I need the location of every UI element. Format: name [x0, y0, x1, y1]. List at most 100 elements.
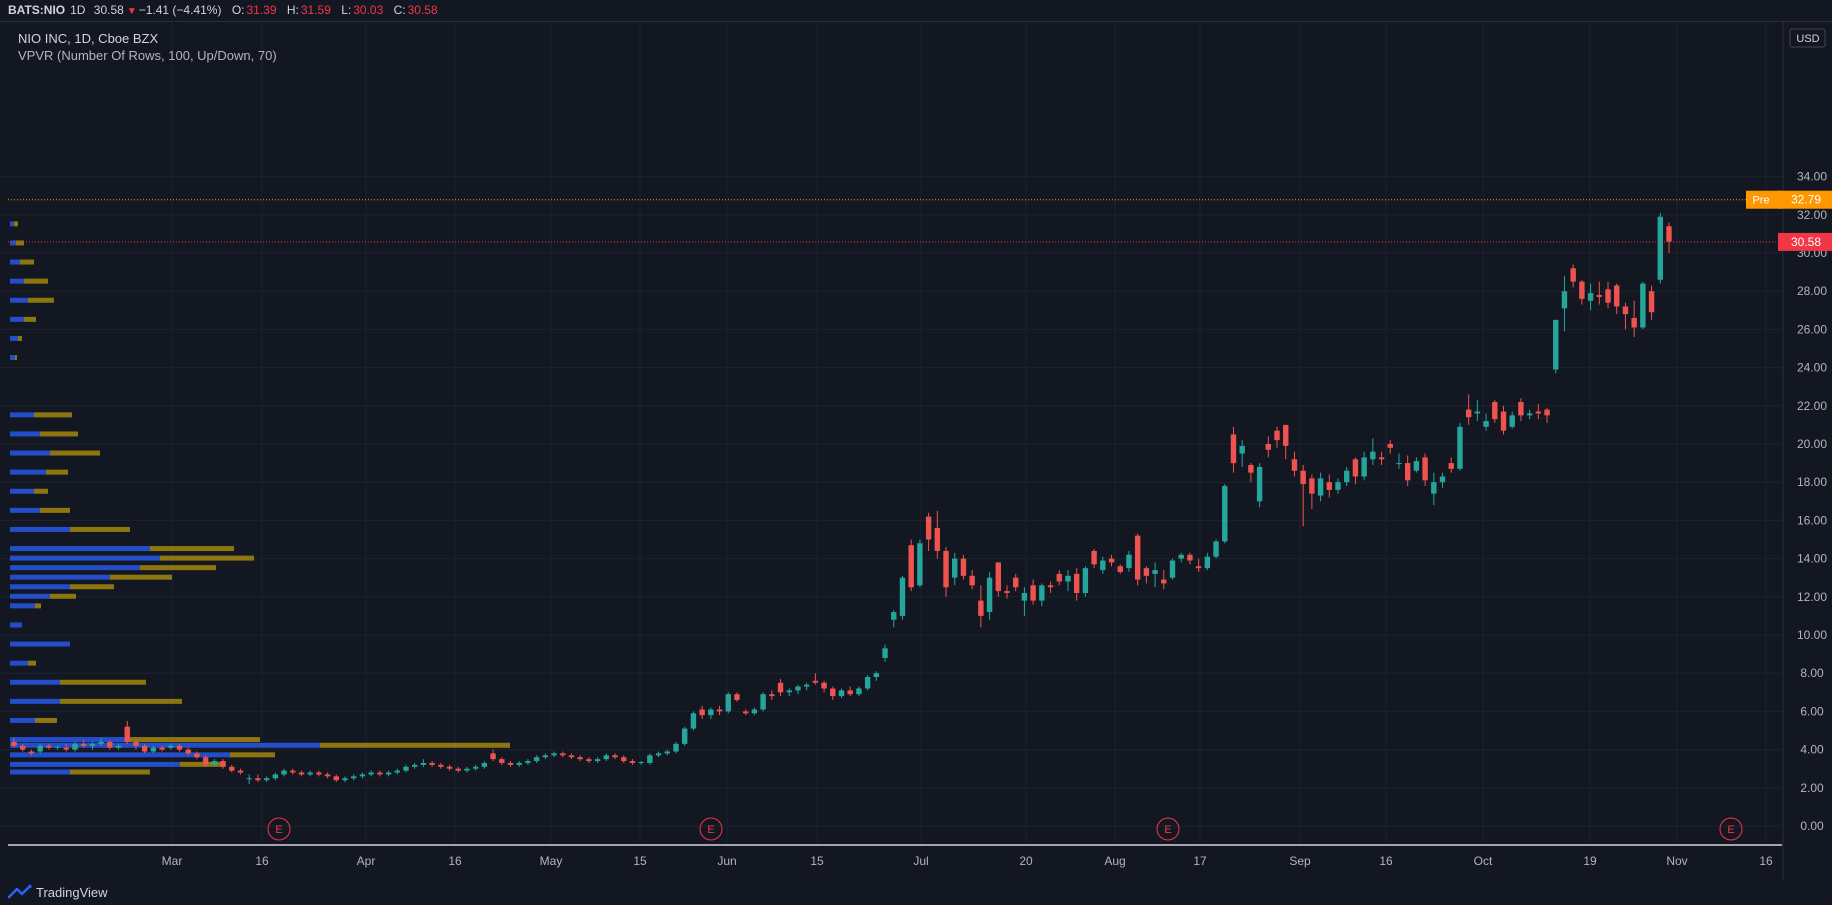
price-change: −1.41 (−4.41%) [138, 3, 222, 17]
candle-body [1483, 421, 1489, 427]
vp-down-bar [35, 717, 57, 723]
candle-body [864, 677, 871, 689]
price-tick-label: 28.00 [1797, 284, 1827, 298]
price-chart[interactable]: E E E E 0.00 2.00 4.00 6.00 8.00 10.00 12.00 14.00… [0, 22, 1832, 880]
candle-body [185, 749, 191, 754]
vp-up-bar [10, 259, 20, 265]
candle-body [1657, 216, 1663, 280]
vp-up-bar [10, 469, 46, 475]
legend-title[interactable]: NIO INC, 1D, Cboe BZX [18, 31, 159, 46]
candle-body [795, 686, 801, 691]
candle-body [1344, 470, 1350, 483]
time-tick-label: Aug [1104, 854, 1125, 868]
candle-body [1596, 295, 1603, 297]
tradingview-brand[interactable]: TradingView [36, 885, 108, 900]
vp-down-bar [15, 355, 17, 361]
candle-body [673, 743, 679, 752]
candle-body [1248, 465, 1254, 473]
vp-up-bar [10, 221, 14, 227]
low-value: 30.03 [353, 3, 384, 17]
candle-body [455, 768, 461, 771]
candle-body [603, 755, 610, 760]
vp-down-bar [180, 761, 223, 767]
time-tick-label: Jun [717, 854, 736, 868]
earnings-marker[interactable]: E [699, 817, 723, 841]
candle-body [1544, 409, 1550, 416]
candle-body [1152, 570, 1158, 574]
vp-up-bar [10, 603, 35, 609]
candle-body [560, 753, 566, 756]
vp-up-bar [10, 488, 34, 494]
candle-body [194, 753, 200, 758]
candle-body [838, 690, 845, 697]
candle-body [629, 761, 636, 763]
price-tick-label: 12.00 [1797, 590, 1827, 604]
candle-body [1169, 560, 1176, 578]
candle-body [1465, 409, 1472, 418]
tradingview-logo-icon[interactable] [8, 884, 34, 900]
vp-up-bar [10, 769, 70, 775]
candle-body [1570, 268, 1576, 282]
legend-indicator[interactable]: VPVR (Number Of Rows, 100, Up/Down, 70) [18, 48, 277, 63]
chart-legend: NIO INC, 1D, Cboe BZX VPVR (Number Of Ro… [18, 30, 277, 64]
candle-body [1326, 482, 1332, 490]
candle-body [734, 694, 740, 700]
candle-body [777, 682, 784, 693]
vp-up-bar [10, 698, 60, 704]
candle-body [1004, 591, 1010, 593]
price-tick-label: 10.00 [1797, 628, 1827, 642]
candle-body [1666, 226, 1672, 242]
candle-body [891, 612, 897, 620]
vp-up-bar [10, 507, 40, 513]
candle-body [150, 747, 157, 752]
interval-label[interactable]: 1D [70, 3, 86, 17]
time-tick-label: Mar [162, 854, 183, 868]
candle-body [873, 673, 880, 678]
vp-down-bar [24, 316, 36, 322]
vp-up-bar [10, 278, 24, 284]
candle-body [1387, 444, 1393, 448]
candle-body [229, 766, 235, 771]
candle-body [298, 772, 305, 775]
candle-body [908, 545, 914, 588]
candle-body [638, 762, 644, 764]
candle-body [533, 757, 540, 762]
vp-down-bar [70, 769, 150, 775]
candle-body [786, 690, 792, 693]
vp-down-bar [34, 412, 72, 418]
candle-body [394, 770, 400, 773]
vp-down-bar [40, 431, 78, 437]
vp-down-bar [70, 526, 130, 532]
vp-up-bar [10, 555, 160, 561]
earnings-marker[interactable]: E [1156, 817, 1180, 841]
vp-up-bar [10, 584, 70, 590]
candle-body [1056, 573, 1062, 582]
time-axis[interactable]: Mar 16 Apr 16 May 15 Jun 15 Jul 20 Aug 17 Sep 16 Oct 19… [8, 844, 1782, 868]
earnings-circle [699, 817, 723, 841]
candle-body [499, 759, 505, 763]
price-tick-label: 20.00 [1797, 437, 1827, 451]
time-tick-label: 16 [1759, 854, 1773, 868]
candle-body [63, 747, 69, 750]
candle-body [481, 762, 488, 767]
symbol-name[interactable]: BATS:NIO [8, 3, 66, 17]
earnings-marker[interactable]: E [267, 817, 291, 841]
candle-body [176, 745, 183, 750]
candle-body [525, 761, 531, 763]
candle-body [290, 770, 296, 773]
candle-body [255, 778, 261, 781]
candle-body [1492, 401, 1498, 420]
candle-body [1317, 478, 1324, 496]
earnings-marker[interactable]: E [1719, 817, 1743, 841]
price-tick-label: 14.00 [1797, 552, 1827, 566]
price-axis[interactable]: 0.00 2.00 4.00 6.00 8.00 10.00 12.00 14.00 16.00… [1746, 22, 1832, 880]
candle-body [1413, 461, 1420, 471]
candle-body [20, 745, 26, 750]
vp-up-bar [10, 574, 110, 580]
candle-body [464, 768, 470, 771]
candle-body [28, 751, 35, 754]
candle-body [202, 757, 209, 765]
open-value: 31.39 [246, 3, 277, 17]
price-tick-label: 26.00 [1797, 322, 1827, 336]
